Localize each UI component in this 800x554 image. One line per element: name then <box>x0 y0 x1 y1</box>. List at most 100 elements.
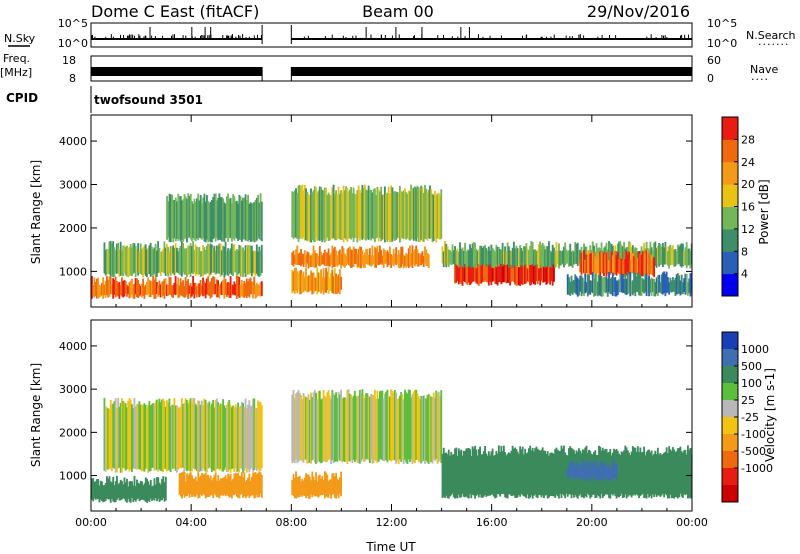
echo-cell <box>195 286 198 298</box>
xtick-label: 20:00 <box>576 516 608 529</box>
echo-cell <box>322 190 325 240</box>
echo-cell <box>630 451 633 498</box>
echo-cell <box>149 280 152 298</box>
echo-cell <box>232 478 235 496</box>
echo-cell <box>663 452 666 498</box>
echo-cell <box>234 472 237 494</box>
echo-cell <box>690 454 692 499</box>
echo-cell <box>293 267 296 294</box>
echo-cell <box>388 396 391 461</box>
echo-cell <box>202 405 205 469</box>
echo-cell <box>295 249 297 265</box>
echo-cell <box>464 242 466 264</box>
echo-cell <box>409 389 411 463</box>
echo-cell <box>360 192 363 239</box>
echo-cell <box>405 392 408 463</box>
echo-cell <box>197 400 200 473</box>
echo-cell <box>402 190 405 239</box>
echo-cell <box>311 272 314 295</box>
echo-cell <box>680 243 683 268</box>
echo-cell <box>595 274 598 295</box>
echo-cell <box>425 249 428 267</box>
echo-cell <box>318 390 321 463</box>
echo-cell <box>600 461 603 480</box>
echo-cell <box>365 189 368 241</box>
echo-cell <box>138 401 141 470</box>
echo-cell <box>330 273 332 292</box>
echo-cell <box>300 481 302 496</box>
echo-cell <box>111 482 113 499</box>
echo-cell <box>212 247 215 273</box>
xtick-label: 00:00 <box>676 516 708 529</box>
echo-cell <box>373 389 376 461</box>
echo-cell <box>490 451 493 495</box>
echo-cell <box>308 195 311 243</box>
echo-cell <box>305 188 307 240</box>
echo-cell <box>253 202 256 243</box>
echo-cell <box>117 484 120 498</box>
echo-cell <box>426 192 429 241</box>
echo-cell <box>199 194 202 239</box>
echo-cell <box>340 389 343 462</box>
echo-cell <box>527 448 530 499</box>
echo-cell <box>338 193 341 240</box>
echo-cell <box>427 254 430 268</box>
echo-cell <box>675 274 678 295</box>
echo-cell <box>229 197 232 239</box>
echo-cell <box>183 194 186 240</box>
echo-cell <box>335 190 338 241</box>
echo-cell <box>499 249 502 264</box>
echo-cell <box>665 271 668 294</box>
echo-cell <box>526 452 529 495</box>
echo-cell <box>558 451 560 499</box>
echo-cell <box>496 254 499 286</box>
echo-cell <box>648 449 651 498</box>
echo-cell <box>322 389 325 462</box>
echo-cell <box>474 257 476 282</box>
echo-cell <box>104 406 107 472</box>
echo-cell <box>152 485 155 500</box>
echo-cell <box>220 197 223 242</box>
echo-cell <box>658 243 661 267</box>
echo-cell <box>158 280 161 295</box>
echo-cell <box>336 398 339 462</box>
echo-cell <box>350 394 353 460</box>
echo-cell <box>123 477 126 500</box>
echo-cell <box>638 273 641 296</box>
echo-cell <box>346 249 349 264</box>
echo-cell <box>173 282 176 295</box>
echo-cell <box>400 392 403 462</box>
echo-cell <box>338 477 341 494</box>
echo-cell <box>192 398 195 469</box>
echo-cell <box>310 270 312 291</box>
echo-cell <box>649 259 652 275</box>
echo-cell <box>249 277 252 295</box>
echo-cell <box>207 201 210 243</box>
echo-cell <box>240 200 243 242</box>
echo-cell <box>291 480 294 496</box>
echo-cell <box>446 454 449 499</box>
echo-cell <box>386 192 389 242</box>
echo-cell <box>201 203 203 240</box>
echo-cell <box>109 241 112 277</box>
echo-cell <box>218 405 221 471</box>
echo-cell <box>259 472 262 494</box>
echo-cell <box>608 241 610 266</box>
echo-cell <box>500 445 503 495</box>
power-cbar-label-tick: 12 <box>741 223 755 236</box>
echo-cell <box>575 276 578 295</box>
echo-cell <box>193 282 196 299</box>
echo-cell <box>97 478 100 500</box>
echo-cell <box>316 399 319 463</box>
echo-cell <box>143 483 146 501</box>
echo-cell <box>515 264 518 286</box>
echo-cell <box>475 248 478 269</box>
echo-cell <box>531 447 534 499</box>
echo-cell <box>394 253 396 264</box>
echo-cell <box>380 249 383 264</box>
echo-cell <box>300 249 302 267</box>
echo-cell <box>608 271 610 293</box>
echo-cell <box>639 274 642 296</box>
echo-cell <box>213 407 216 471</box>
echo-cell <box>404 188 406 239</box>
